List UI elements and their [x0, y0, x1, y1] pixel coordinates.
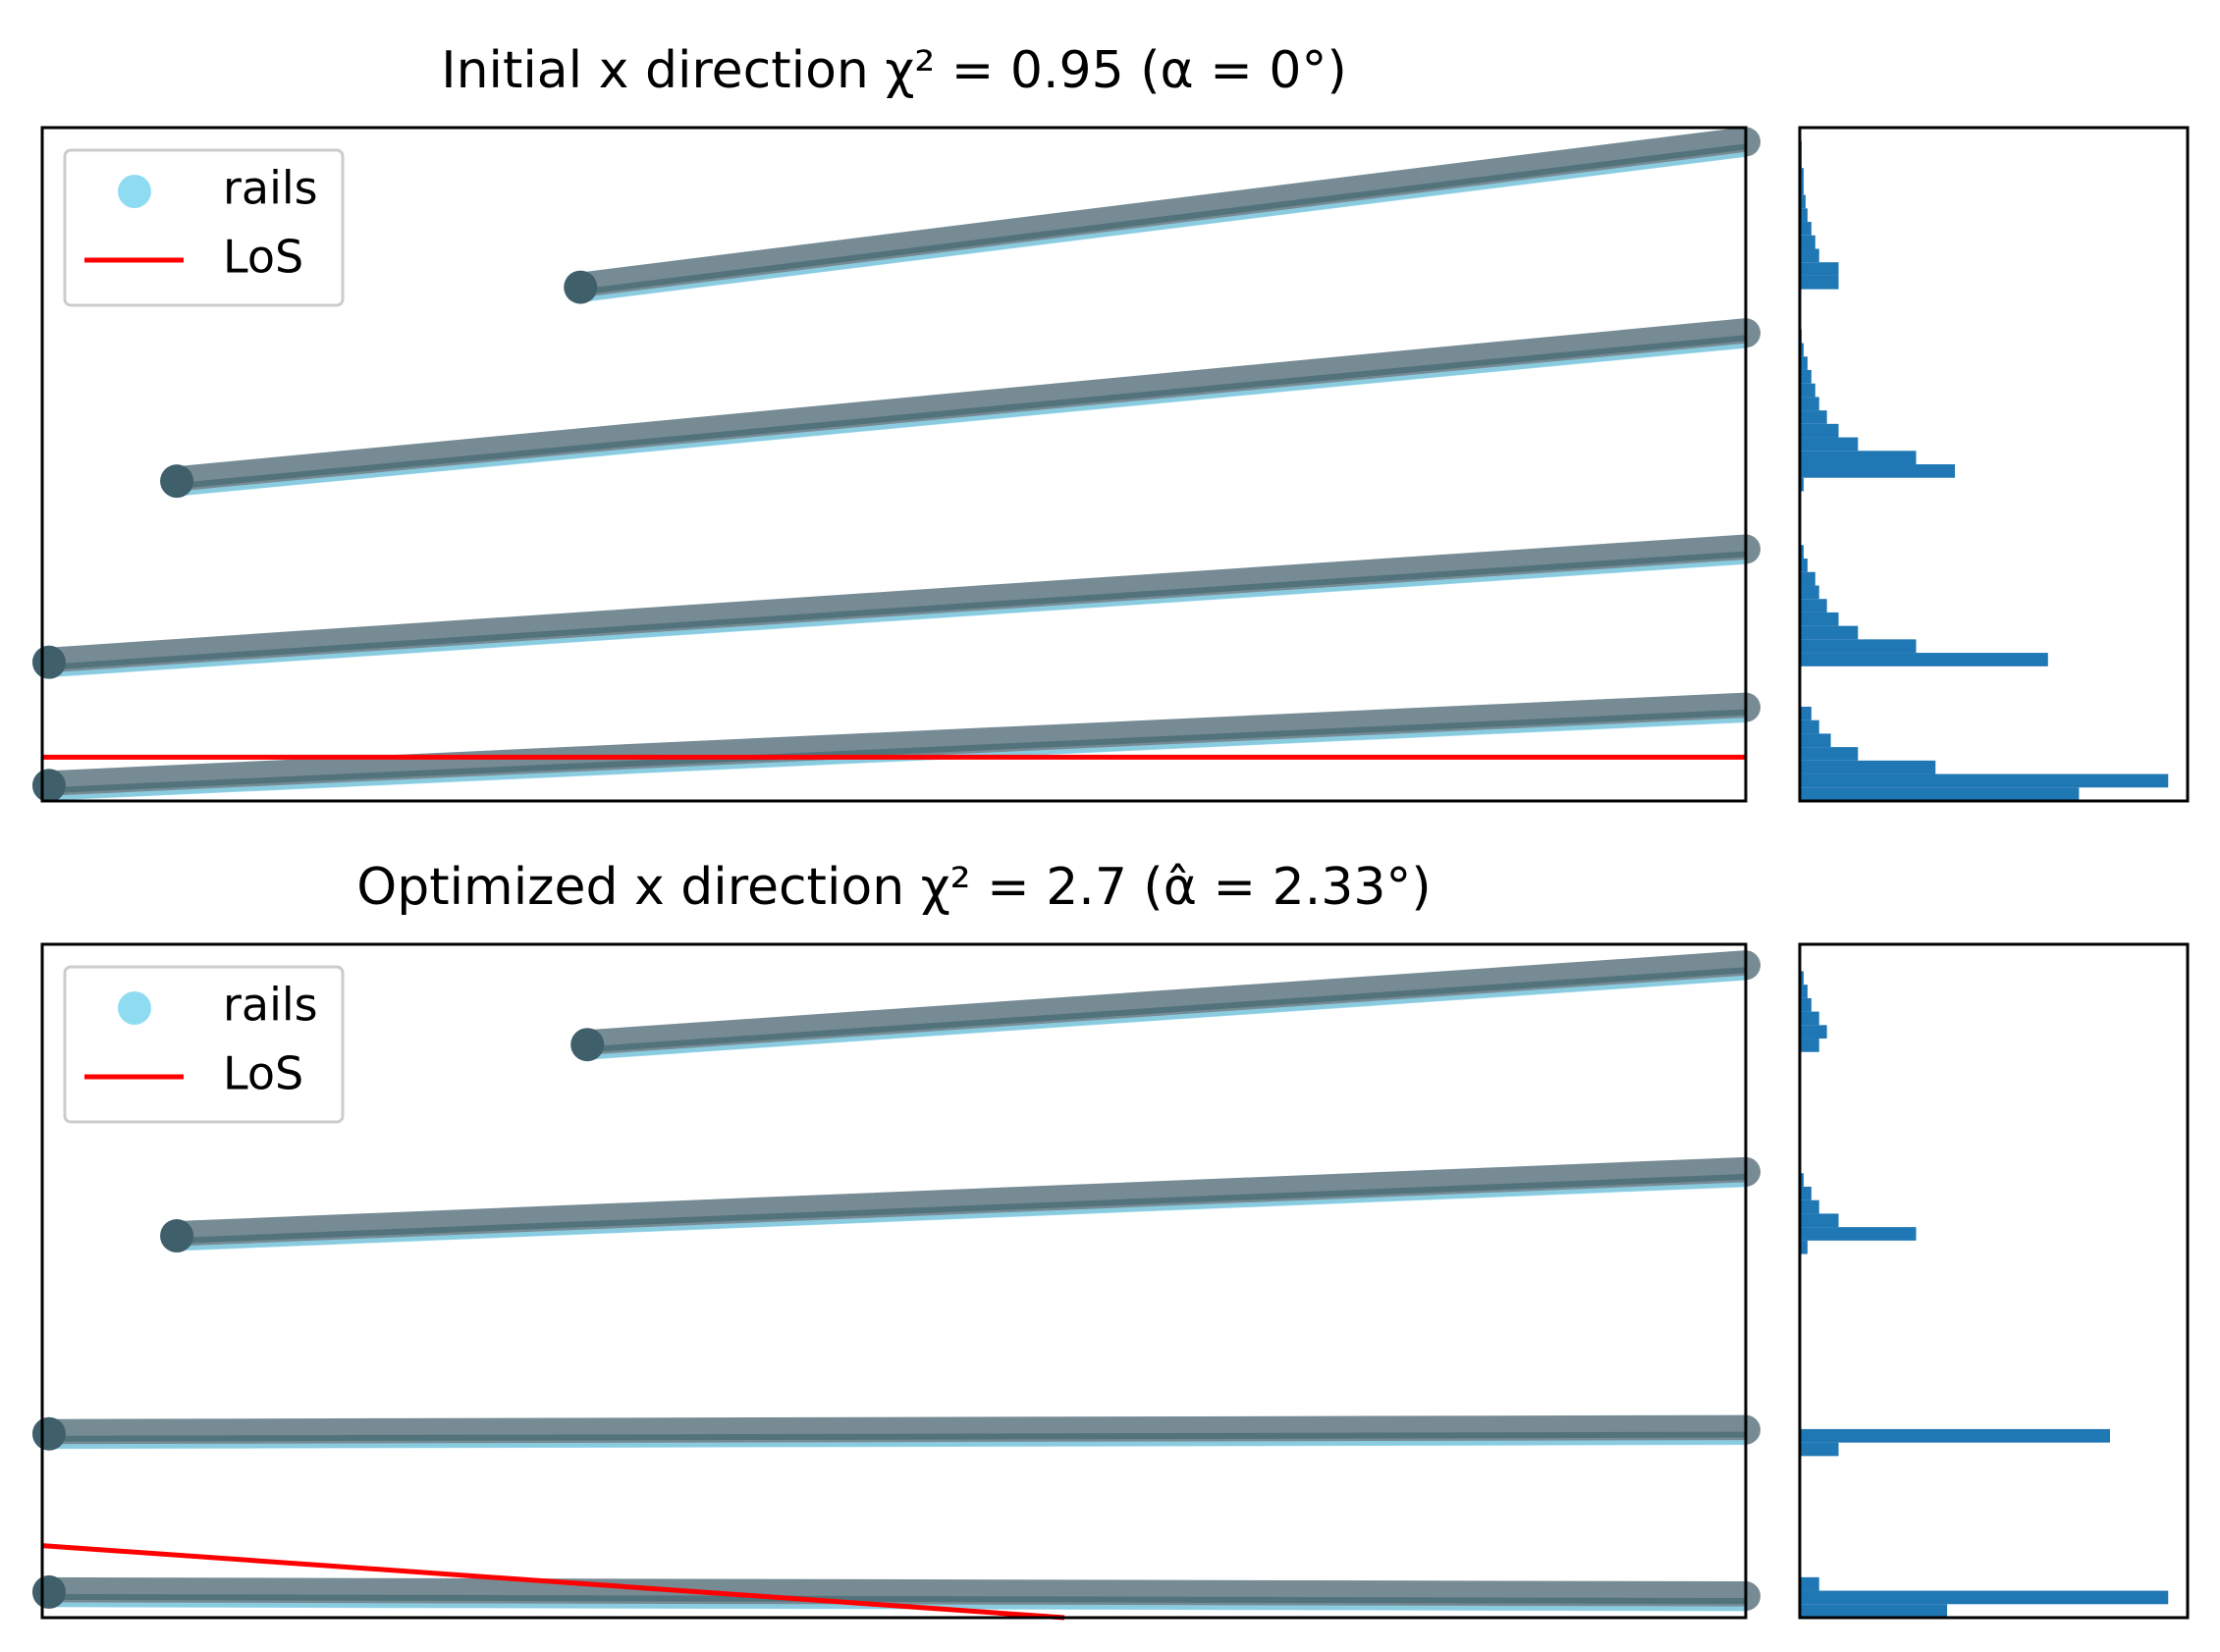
rail-start — [160, 1219, 194, 1253]
histogram-bar — [1800, 356, 1808, 370]
rail — [162, 1156, 1760, 1252]
histogram-bar — [1800, 985, 1808, 998]
histogram-bar — [1800, 410, 1827, 424]
histogram-bar — [1800, 653, 2048, 666]
histogram-bar — [1800, 1227, 1917, 1241]
histogram-bar — [1800, 262, 1839, 276]
histogram-bar — [1800, 1011, 1819, 1026]
histogram-bar — [1800, 181, 1804, 195]
rail-shade — [586, 967, 1747, 1053]
histogram-bar — [1800, 1186, 1812, 1200]
rail-shade — [176, 335, 1747, 490]
rail-highlight — [176, 343, 1747, 497]
histogram-bar — [1800, 719, 1819, 734]
histogram-bar — [1800, 733, 1831, 748]
histogram-bar — [1800, 545, 1804, 560]
histogram-bar — [1800, 383, 1815, 398]
histogram-bar — [1800, 1213, 1839, 1228]
rail-shade — [48, 1431, 1747, 1442]
histogram-bar — [1800, 773, 2169, 788]
panel-title: Initial x direction χ² = 0.95 (α = 0°) — [441, 41, 1347, 100]
rail — [33, 1414, 1760, 1449]
histogram-bar — [1800, 1604, 1948, 1618]
histogram-bar — [1800, 599, 1827, 613]
rail-highlight — [176, 1182, 1747, 1252]
rail-shade — [579, 143, 1747, 295]
histogram-bar — [1800, 1576, 1819, 1591]
histogram-bar — [1800, 275, 1839, 290]
histogram-bar — [1800, 585, 1819, 600]
rail-start — [31, 769, 66, 803]
rail — [572, 950, 1760, 1060]
rail-shade — [176, 1173, 1747, 1245]
histogram-frame — [1798, 942, 2190, 1620]
histogram-bar — [1800, 971, 1804, 986]
histogram-bar — [1800, 168, 1804, 182]
legend-label: rails — [223, 162, 318, 215]
rail — [566, 127, 1760, 302]
legend-label: LoS — [223, 231, 303, 284]
rail-start — [31, 645, 66, 679]
histogram-bar — [1800, 235, 1815, 249]
histogram-bar — [1800, 1173, 1804, 1187]
histogram-bar — [1800, 194, 1806, 209]
rail — [33, 1576, 1760, 1612]
rail-shade — [48, 551, 1747, 670]
histogram-bar — [1800, 397, 1819, 411]
rail — [162, 318, 1760, 497]
rail-highlight — [579, 151, 1747, 303]
rail-start — [570, 1028, 605, 1062]
axes-frame — [40, 126, 1748, 803]
histogram-bar — [1800, 747, 1859, 761]
histogram-bar — [1800, 451, 1917, 464]
rail-highlight — [587, 975, 1747, 1060]
histogram-bar — [1800, 343, 1804, 357]
rail-highlight — [48, 559, 1747, 678]
histogram-bar — [1800, 571, 1815, 586]
histogram-bar — [1800, 612, 1839, 626]
rail — [33, 692, 1760, 801]
histogram-bar — [1800, 1025, 1827, 1039]
histogram-bar — [1800, 1039, 1819, 1052]
rail-start — [31, 1574, 66, 1609]
rail-highlight — [48, 1440, 1747, 1450]
histogram-bar — [1800, 248, 1819, 263]
legend-label: LoS — [223, 1047, 303, 1100]
histogram-bar — [1800, 1590, 2169, 1605]
histogram-bar — [1800, 997, 1812, 1012]
histogram-bar — [1800, 1428, 2110, 1443]
histogram-bar — [1800, 1199, 1819, 1214]
legend-marker — [118, 991, 151, 1025]
panel-title: Optimized x direction χ² = 2.7 (α̂ = 2.3… — [356, 858, 1431, 917]
histogram-bar — [1800, 477, 1804, 492]
histogram-bar — [1800, 464, 1955, 478]
histogram-bar — [1800, 787, 2080, 801]
histogram-bar — [1800, 437, 1859, 452]
rail-start — [31, 1416, 66, 1451]
histogram-bar — [1800, 625, 1859, 640]
histogram-bar — [1800, 1442, 1839, 1457]
histogram-bar — [1800, 369, 1812, 384]
histogram-bar — [1800, 559, 1808, 572]
histogram-bar — [1800, 208, 1808, 223]
histogram-bar — [1800, 639, 1917, 654]
rail-start — [160, 464, 194, 499]
legend-label: rails — [223, 979, 318, 1032]
histogram-frame — [1798, 126, 2190, 803]
histogram-bar — [1800, 222, 1812, 236]
histogram-bar — [1800, 423, 1839, 438]
rail-shade — [48, 1593, 1747, 1605]
rail-shade — [48, 709, 1747, 794]
axes-frame — [40, 942, 1748, 1620]
legend-marker — [118, 175, 151, 208]
rail — [33, 534, 1760, 677]
histogram-bar — [1800, 760, 1936, 774]
histogram-bar — [1800, 1240, 1808, 1254]
rail-start — [564, 270, 598, 304]
los-line — [41, 1543, 1065, 1621]
histogram-bar — [1800, 706, 1812, 720]
